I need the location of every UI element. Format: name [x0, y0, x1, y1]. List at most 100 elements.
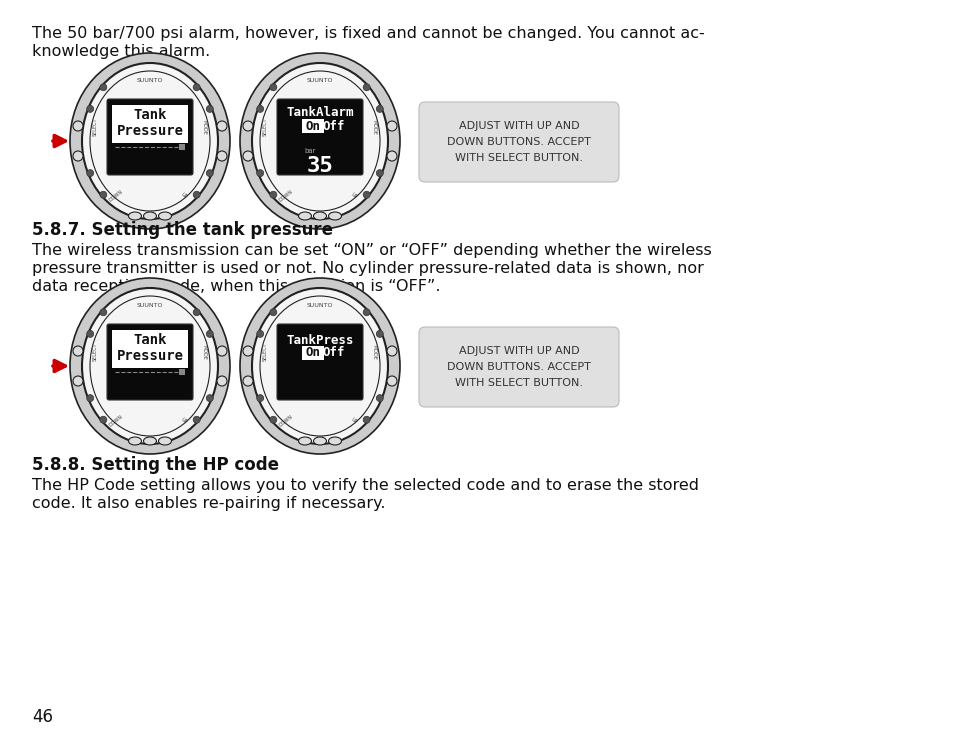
Text: SUUNTO: SUUNTO [307, 302, 333, 308]
Text: TankAlarm: TankAlarm [286, 107, 354, 119]
Text: DOWN: DOWN [278, 414, 294, 428]
Circle shape [387, 346, 396, 356]
Ellipse shape [298, 212, 312, 220]
Text: ADJUST WITH UP AND
DOWN BUTTONS. ACCEPT
WITH SELECT BUTTON.: ADJUST WITH UP AND DOWN BUTTONS. ACCEPT … [447, 346, 590, 388]
Text: SUUNTO: SUUNTO [136, 302, 163, 308]
Circle shape [256, 395, 263, 401]
Text: data reception made, when this selection is “OFF”.: data reception made, when this selection… [32, 279, 440, 294]
Text: SUUNTO: SUUNTO [307, 78, 333, 82]
Circle shape [387, 121, 396, 131]
Ellipse shape [314, 212, 326, 220]
Circle shape [193, 308, 200, 316]
Circle shape [100, 417, 107, 423]
Circle shape [73, 346, 83, 356]
Text: knowledge this alarm.: knowledge this alarm. [32, 44, 210, 59]
Circle shape [387, 376, 396, 386]
FancyArrowPatch shape [52, 361, 65, 371]
Circle shape [375, 330, 383, 337]
Text: On: On [305, 119, 320, 132]
Text: DOWN: DOWN [108, 189, 124, 203]
Circle shape [270, 84, 276, 91]
Ellipse shape [240, 53, 399, 229]
Text: Off: Off [322, 346, 345, 360]
Circle shape [87, 395, 93, 401]
Text: UP: UP [350, 192, 357, 200]
FancyBboxPatch shape [276, 99, 363, 175]
Ellipse shape [143, 437, 156, 445]
Circle shape [363, 84, 370, 91]
Text: TankPress: TankPress [286, 333, 354, 346]
Text: pressure transmitter is used or not. No cylinder pressure-related data is shown,: pressure transmitter is used or not. No … [32, 261, 703, 276]
Ellipse shape [82, 288, 218, 444]
Text: MODE: MODE [202, 119, 207, 135]
Text: On: On [305, 346, 320, 360]
Ellipse shape [252, 288, 388, 444]
Circle shape [216, 151, 227, 161]
FancyBboxPatch shape [418, 327, 618, 407]
Text: Pressure: Pressure [116, 124, 183, 138]
Bar [112, 330, 188, 368]
Ellipse shape [82, 63, 218, 219]
Bar [302, 119, 324, 133]
Circle shape [87, 169, 93, 177]
Ellipse shape [298, 437, 312, 445]
Ellipse shape [70, 53, 230, 229]
Circle shape [206, 395, 213, 401]
Text: The 50 bar/700 psi alarm, however, is fixed and cannot be changed. You cannot ac: The 50 bar/700 psi alarm, however, is fi… [32, 26, 704, 41]
Ellipse shape [70, 278, 230, 454]
Circle shape [270, 417, 276, 423]
Text: SELECT: SELECT [93, 118, 98, 136]
Bar [302, 346, 324, 360]
Text: SELECT: SELECT [263, 118, 268, 136]
Text: The wireless transmission can be set “ON” or “OFF” depending whether the wireles: The wireless transmission can be set “ON… [32, 243, 711, 258]
Circle shape [375, 169, 383, 177]
Circle shape [193, 191, 200, 198]
Text: Tank: Tank [133, 108, 167, 122]
FancyBboxPatch shape [276, 324, 363, 400]
Circle shape [363, 417, 370, 423]
Text: UP: UP [180, 417, 188, 425]
Circle shape [87, 330, 93, 337]
Text: DOWN: DOWN [278, 189, 294, 203]
Circle shape [216, 346, 227, 356]
Circle shape [243, 376, 253, 386]
Circle shape [243, 121, 253, 131]
Circle shape [243, 151, 253, 161]
Circle shape [243, 346, 253, 356]
Text: SELECT: SELECT [93, 342, 98, 361]
Circle shape [256, 330, 263, 337]
FancyBboxPatch shape [418, 102, 618, 182]
Text: MODE: MODE [372, 119, 376, 135]
Ellipse shape [240, 278, 399, 454]
Ellipse shape [158, 437, 172, 445]
Circle shape [206, 105, 213, 113]
Text: 5.8.7. Setting the tank pressure: 5.8.7. Setting the tank pressure [32, 221, 333, 239]
Circle shape [206, 169, 213, 177]
Text: The HP Code setting allows you to verify the selected code and to erase the stor: The HP Code setting allows you to verify… [32, 478, 699, 493]
Text: Tank: Tank [133, 333, 167, 347]
Circle shape [216, 121, 227, 131]
Text: UP: UP [350, 417, 357, 425]
Circle shape [100, 308, 107, 316]
Text: MODE: MODE [202, 345, 207, 359]
Text: 5.8.8. Setting the HP code: 5.8.8. Setting the HP code [32, 456, 278, 474]
Text: DOWN: DOWN [108, 414, 124, 428]
Circle shape [387, 151, 396, 161]
FancyBboxPatch shape [107, 324, 193, 400]
Circle shape [256, 169, 263, 177]
Ellipse shape [158, 212, 172, 220]
Ellipse shape [314, 437, 326, 445]
Text: SUUNTO: SUUNTO [136, 78, 163, 82]
Text: bar: bar [304, 148, 315, 154]
Circle shape [100, 84, 107, 91]
Ellipse shape [328, 437, 341, 445]
Circle shape [375, 395, 383, 401]
Circle shape [256, 105, 263, 113]
Circle shape [363, 308, 370, 316]
Text: Pressure: Pressure [116, 349, 183, 363]
Ellipse shape [129, 437, 141, 445]
Circle shape [100, 191, 107, 198]
Text: SELECT: SELECT [263, 342, 268, 361]
Text: Off: Off [322, 119, 345, 132]
FancyBboxPatch shape [107, 99, 193, 175]
